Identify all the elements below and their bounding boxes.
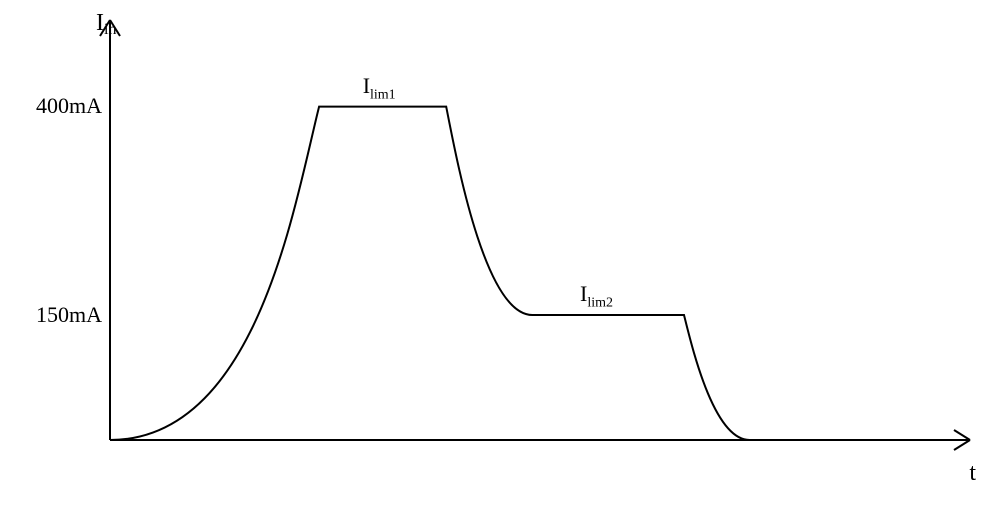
y-axis-title-sub: in — [104, 21, 116, 38]
annotation-ilim2: Ilim2 — [580, 281, 613, 311]
y-tick-label-150: 150mA — [36, 302, 102, 328]
annotation-ilim1-main: I — [363, 73, 370, 98]
y-axis-title-main: I — [96, 10, 104, 36]
x-axis-title: t — [969, 460, 976, 487]
annotation-ilim1-sub: lim1 — [370, 87, 396, 102]
current-limit-chart: Iin t 400mA 150mA Ilim1 Ilim2 — [0, 0, 1000, 512]
y-tick-label-400: 400mA — [36, 93, 102, 119]
annotation-ilim2-sub: lim2 — [587, 295, 613, 310]
annotation-ilim1: Ilim1 — [363, 73, 396, 103]
chart-svg — [0, 0, 1000, 512]
y-axis-title: Iin — [96, 10, 116, 39]
